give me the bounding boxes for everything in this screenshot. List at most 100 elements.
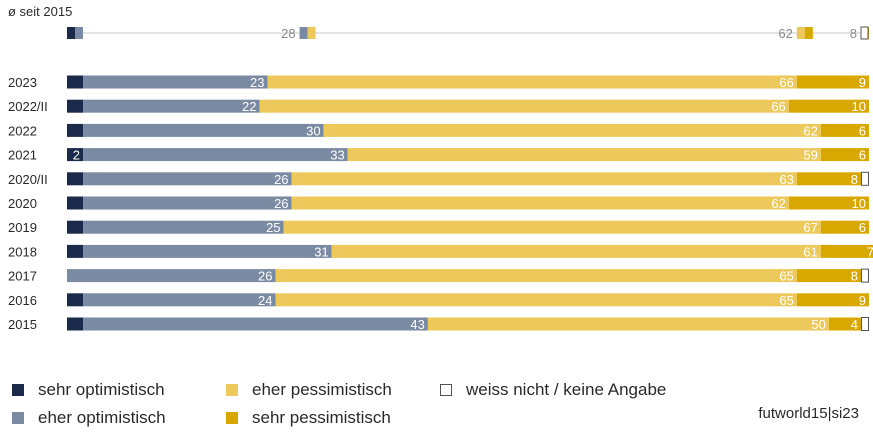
bar-2022-ii-sehr-pessimistisch (788, 99, 869, 113)
value-label-2018-sehr-pessimistisch: 7 (867, 244, 873, 259)
avg-marker-eher-pessimistisch-start (307, 27, 316, 39)
category-label-2016: 2016 (8, 293, 37, 308)
avg-label-eher-pessimistisch: 62 (778, 26, 792, 41)
value-label-2021-eher-pessimistisch: 59 (803, 148, 817, 163)
bar-2016-sehr-pessimistisch (796, 293, 869, 307)
category-label-2021: 2021 (8, 148, 37, 163)
bar-2016-eher-optimistisch (83, 293, 276, 307)
value-label-2021-eher-optimistisch: 33 (330, 148, 344, 163)
category-label-2023: 2023 (8, 75, 37, 90)
bar-2020-ii-weiss-nicht-keine-angabe (860, 171, 869, 186)
bar-2015-sehr-pessimistisch (828, 317, 861, 331)
bar-2016-sehr-optimistisch (67, 293, 84, 307)
bar-2016-eher-pessimistisch (275, 293, 797, 307)
avg-marker-sehr-optimistisch (67, 27, 75, 39)
value-label-2016-eher-optimistisch: 24 (258, 293, 272, 308)
bar-2021-eher-optimistisch (83, 148, 348, 162)
value-label-2020-sehr-pessimistisch: 10 (852, 196, 866, 211)
avg-marker-sehr-pessimistisch-start (804, 27, 813, 39)
value-label-2015-eher-optimistisch: 43 (410, 317, 424, 332)
bar-2023-eher-pessimistisch (267, 75, 797, 89)
bar-2017-weiss-nicht-keine-angabe (860, 268, 869, 283)
bar-2020-sehr-pessimistisch (788, 196, 869, 210)
bar-2021-sehr-optimistisch (67, 148, 84, 162)
value-label-2022-ii-eher-pessimistisch: 66 (771, 99, 785, 114)
bar-2017-eher-optimistisch (67, 269, 276, 283)
bar-2020-ii-eher-pessimistisch (291, 172, 797, 186)
category-label-2022: 2022 (8, 123, 37, 138)
value-label-2023-eher-optimistisch: 23 (250, 75, 264, 90)
value-label-2016-eher-pessimistisch: 65 (779, 293, 793, 308)
bar-2018-eher-pessimistisch (331, 244, 821, 258)
bar-2022-ii-eher-optimistisch (83, 99, 260, 113)
bar-2022-ii-eher-pessimistisch (259, 99, 789, 113)
value-label-2016-sehr-pessimistisch: 9 (859, 293, 866, 308)
value-label-2020-ii-eher-optimistisch: 26 (274, 172, 288, 187)
bar-2018-sehr-optimistisch (67, 244, 84, 258)
value-label-2022-ii-eher-optimistisch: 22 (242, 99, 256, 114)
bar-2019-eher-pessimistisch (283, 220, 821, 234)
category-label-2019: 2019 (8, 220, 37, 235)
value-label-2017-eher-optimistisch: 26 (258, 269, 272, 284)
value-label-2022-eher-optimistisch: 30 (306, 123, 320, 138)
bar-2015-eher-pessimistisch (427, 317, 829, 331)
bar-2018-sehr-pessimistisch (820, 244, 873, 258)
bar-2020-sehr-optimistisch (67, 196, 84, 210)
value-label-2015-eher-pessimistisch: 50 (811, 317, 825, 332)
bar-2021-sehr-pessimistisch (820, 148, 869, 162)
avg-label-eher-optimistisch: 28 (281, 26, 295, 41)
bar-2022-eher-pessimistisch (323, 123, 821, 137)
value-label-2015-sehr-pessimistisch: 4 (851, 317, 858, 332)
category-label-2018: 2018 (8, 244, 37, 259)
value-label-2020-ii-eher-pessimistisch: 63 (779, 172, 793, 187)
avg-marker-eher-optimistisch (299, 27, 308, 39)
category-label-2017: 2017 (8, 269, 37, 284)
value-label-2021-sehr-optimistisch: 2 (73, 148, 80, 163)
value-label-2017-eher-pessimistisch: 65 (779, 269, 793, 284)
bar-2020-eher-pessimistisch (291, 196, 789, 210)
bar-2022-ii-sehr-optimistisch (67, 99, 84, 113)
category-label-2015: 2015 (8, 317, 37, 332)
bar-2019-sehr-optimistisch (67, 220, 84, 234)
bar-2015-sehr-optimistisch (67, 317, 84, 331)
bar-2019-eher-optimistisch (83, 220, 284, 234)
value-label-2020-eher-pessimistisch: 62 (771, 196, 785, 211)
value-label-2019-sehr-pessimistisch: 6 (859, 220, 866, 235)
category-label-2020-ii: 2020/II (8, 172, 48, 187)
value-label-2022-eher-pessimistisch: 62 (803, 123, 817, 138)
avg-marker-eher-pessimistisch (796, 27, 805, 39)
bar-2015-weiss-nicht-keine-angabe (860, 317, 869, 331)
average-label: ø seit 2015 (8, 4, 73, 19)
value-label-2018-eher-optimistisch: 31 (314, 244, 328, 259)
bar-2018-eher-optimistisch (83, 244, 332, 258)
bar-2015-eher-optimistisch (83, 317, 428, 331)
bar-2022-sehr-pessimistisch (820, 123, 869, 137)
value-label-2021-sehr-pessimistisch: 6 (859, 148, 866, 163)
value-label-2022-sehr-pessimistisch: 6 (859, 123, 866, 138)
value-label-2020-ii-sehr-pessimistisch: 8 (851, 172, 858, 187)
bar-2020-ii-sehr-pessimistisch (796, 172, 861, 186)
bar-2022-sehr-optimistisch (67, 123, 84, 137)
category-label-2022-ii: 2022/II (8, 99, 48, 114)
bar-2017-eher-pessimistisch (275, 269, 797, 283)
value-label-2017-sehr-pessimistisch: 8 (851, 269, 858, 284)
bar-2019-sehr-pessimistisch (820, 220, 869, 234)
avg-label-sehr-pessimistisch: 8 (850, 26, 857, 41)
value-label-2023-eher-pessimistisch: 66 (779, 75, 793, 90)
bar-2023-eher-optimistisch (83, 75, 268, 89)
value-label-2020-eher-optimistisch: 26 (274, 196, 288, 211)
value-label-2023-sehr-pessimistisch: 9 (859, 75, 866, 90)
category-label-2020: 2020 (8, 196, 37, 211)
source-note: futworld15|si23 (758, 405, 859, 422)
bar-2023-sehr-optimistisch (67, 75, 84, 89)
value-label-2019-eher-optimistisch: 25 (266, 220, 280, 235)
bar-2022-eher-optimistisch (83, 123, 324, 137)
value-label-2022-ii-sehr-pessimistisch: 10 (852, 99, 866, 114)
bar-2023-sehr-pessimistisch (796, 75, 869, 89)
avg-marker-eher-optimistisch-start (75, 27, 83, 39)
avg-marker-weiss-nicht (860, 26, 869, 40)
bar-2020-ii-eher-optimistisch (83, 172, 292, 186)
bar-2020-ii-sehr-optimistisch (67, 172, 84, 186)
bar-2021-eher-pessimistisch (347, 148, 821, 162)
